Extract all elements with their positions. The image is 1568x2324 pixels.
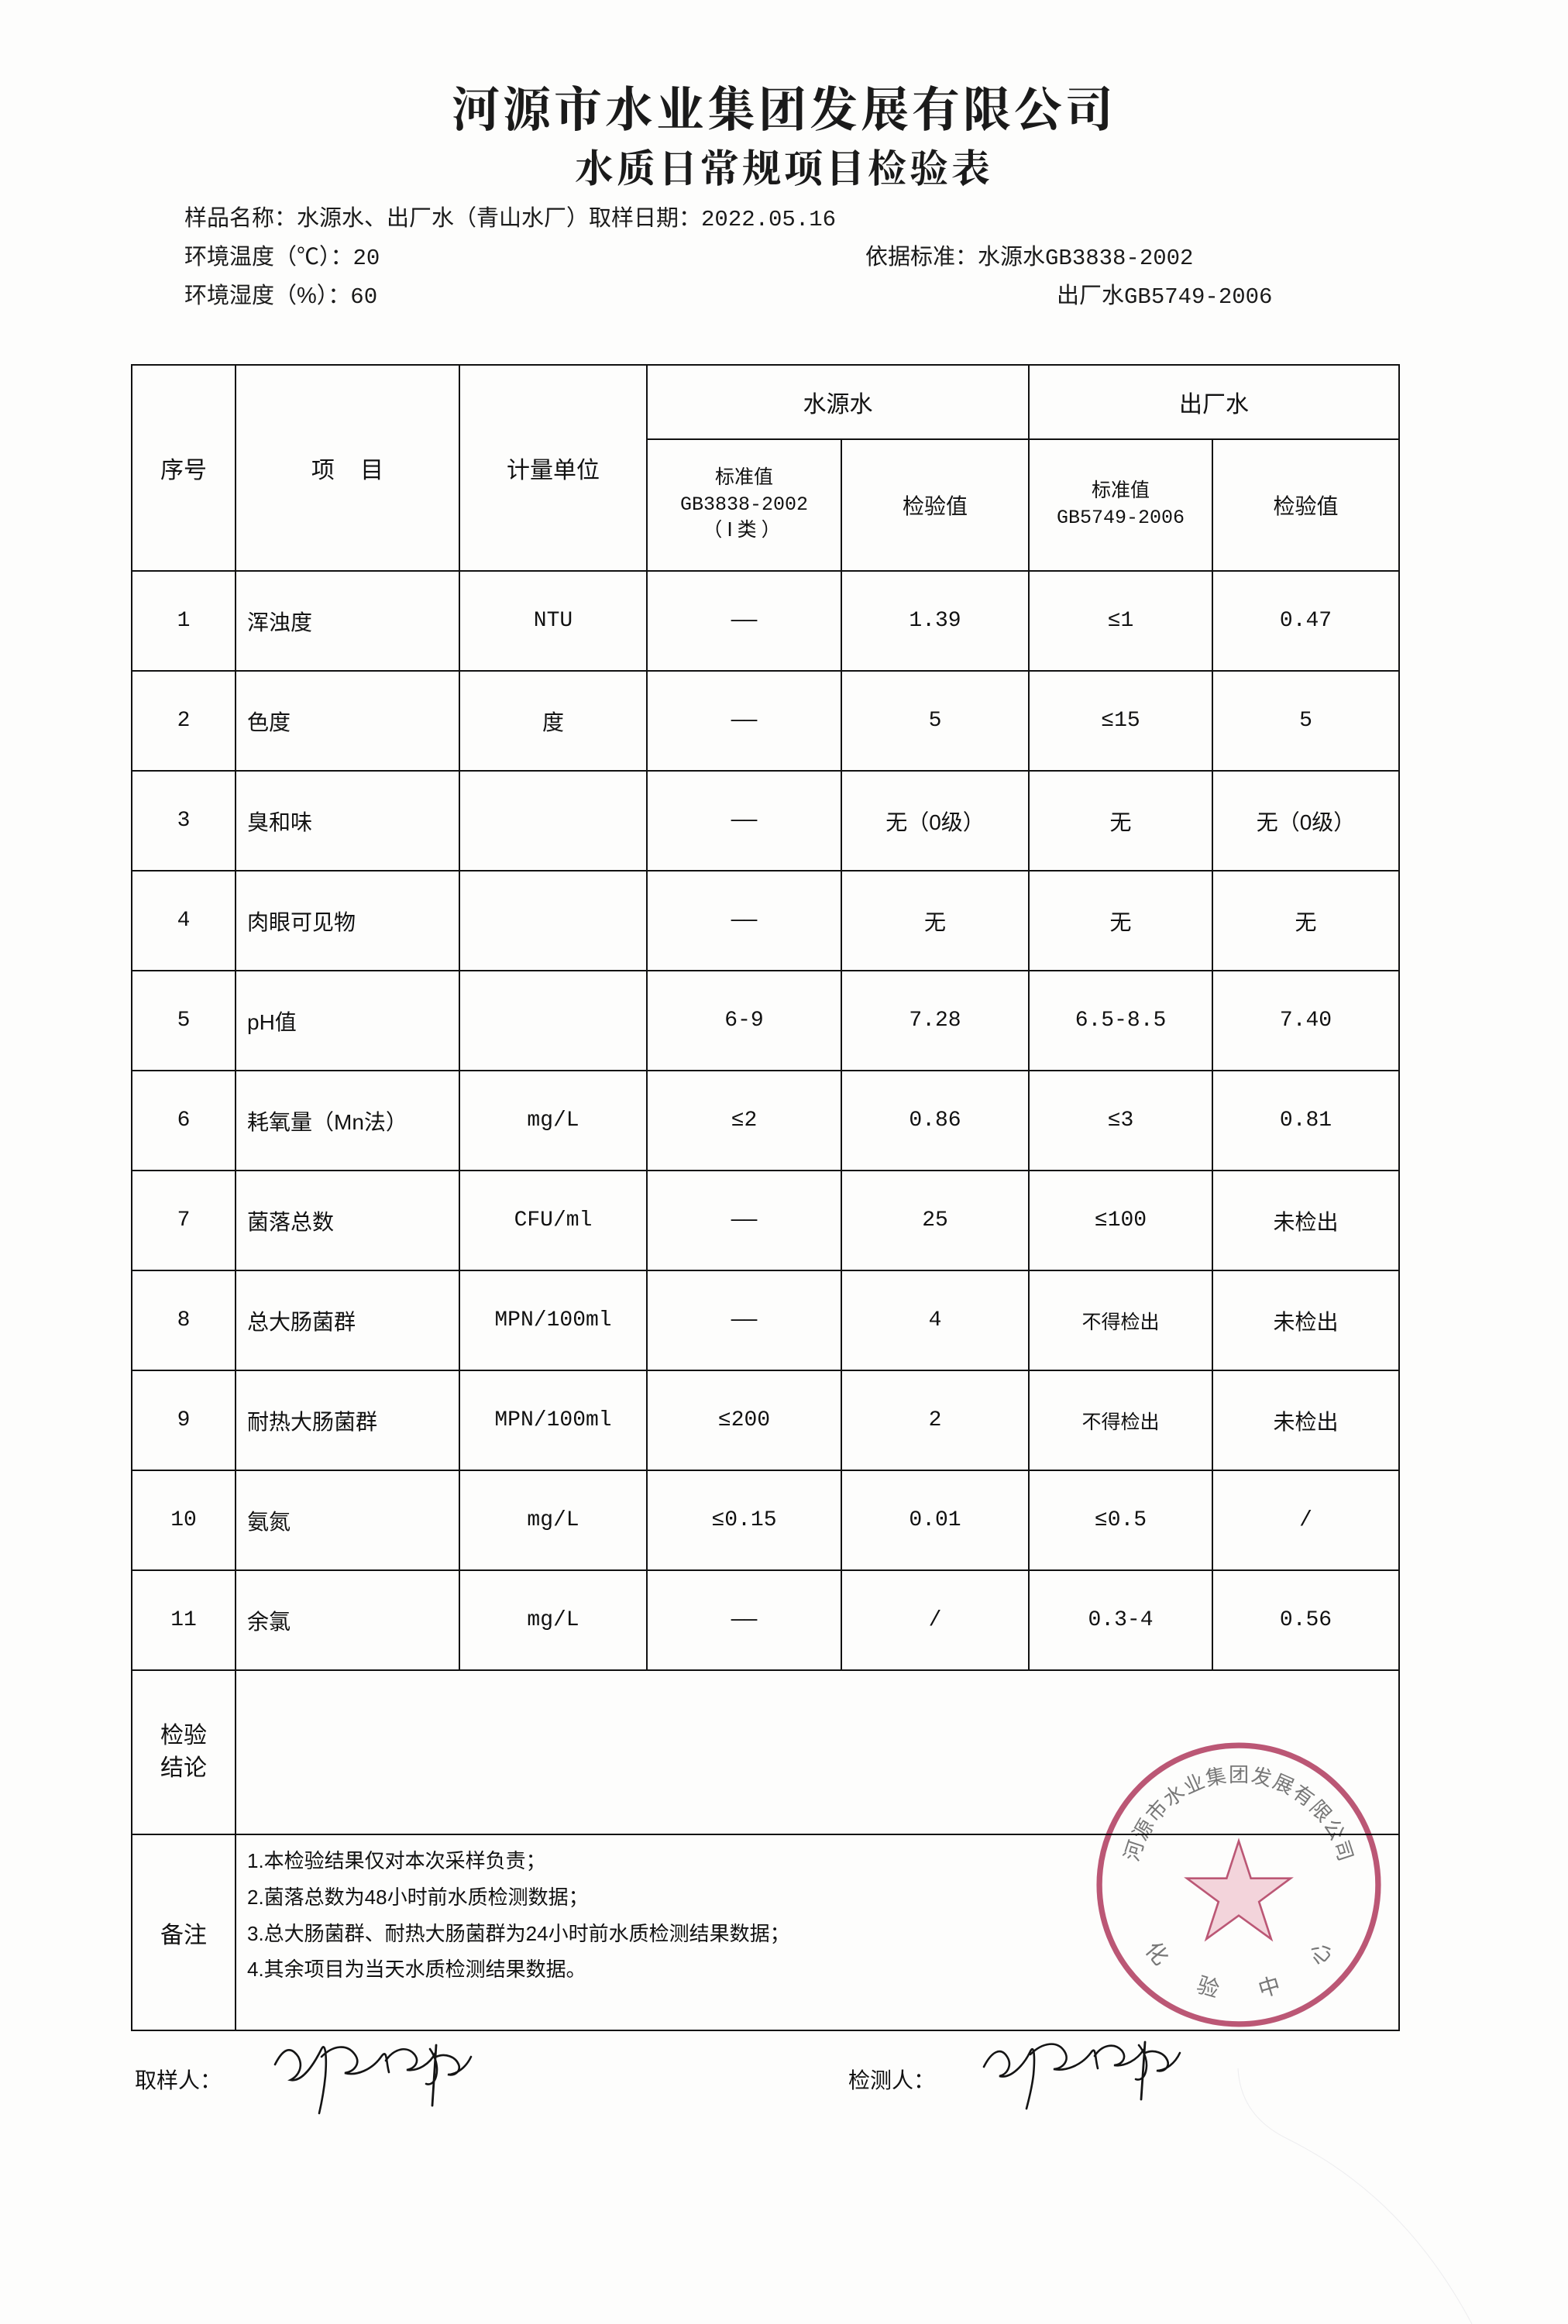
svg-text:化: 化 [1140,1937,1174,1969]
svg-text:心: 心 [1304,1937,1337,1969]
svg-text:验: 验 [1194,1972,1222,2002]
svg-text:中: 中 [1255,1972,1283,2002]
svg-text:发: 发 [1250,1763,1274,1790]
svg-text:团: 团 [1229,1763,1249,1786]
svg-text:集: 集 [1204,1763,1229,1790]
